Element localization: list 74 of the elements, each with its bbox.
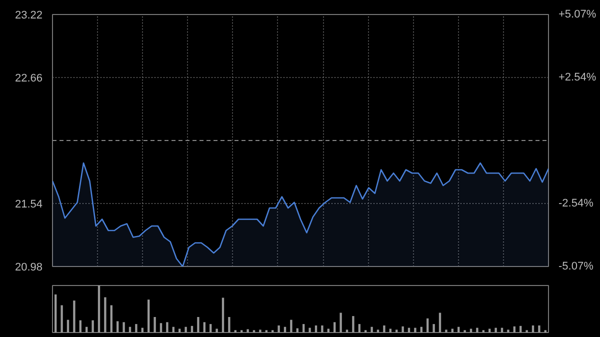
- bar: [86, 326, 88, 332]
- bar: [128, 326, 132, 332]
- bar: [458, 326, 460, 332]
- bar: [54, 294, 57, 332]
- bar: [389, 328, 392, 332]
- y-tick-label: 23.22: [14, 10, 43, 22]
- bar: [488, 328, 491, 332]
- bar: [172, 326, 174, 332]
- bar: [98, 286, 100, 332]
- bar: [327, 328, 330, 332]
- bar: [110, 305, 112, 332]
- y2-tick-label: +2.54%: [558, 71, 596, 84]
- bar: [154, 316, 156, 332]
- y2-tick-label: +5.07%: [558, 8, 596, 20]
- bar: [358, 324, 360, 332]
- bar: [79, 320, 82, 332]
- bar: [426, 318, 429, 332]
- bar: [383, 325, 386, 332]
- bar: [122, 322, 125, 332]
- bar: [290, 320, 292, 332]
- bar: [376, 330, 380, 332]
- bar: [532, 325, 534, 332]
- bar: [414, 328, 416, 332]
- bar: [314, 325, 318, 332]
- bar: [184, 326, 187, 332]
- bar: [334, 322, 336, 332]
- bar: [476, 328, 478, 332]
- bar: [370, 326, 373, 332]
- y-tick-label: 20.98: [14, 262, 43, 274]
- bar: [178, 328, 181, 332]
- bar: [60, 305, 63, 332]
- bar: [228, 316, 230, 332]
- y-tick-label: 21.54: [14, 198, 43, 210]
- bar: [284, 326, 286, 332]
- y-tick-label: 22.66: [14, 72, 43, 84]
- bar: [166, 322, 168, 332]
- bar: [346, 330, 348, 332]
- bar: [538, 325, 540, 332]
- bar: [246, 329, 249, 332]
- bar: [470, 328, 472, 332]
- bar: [402, 326, 404, 332]
- bar: [432, 324, 435, 332]
- y2-tick-label: -5.07%: [558, 260, 594, 272]
- bar: [135, 324, 138, 332]
- bar: [308, 328, 311, 332]
- bar: [210, 324, 212, 332]
- bar: [66, 320, 70, 332]
- bar: [396, 330, 398, 332]
- bar: [513, 326, 516, 332]
- bar: [259, 330, 262, 332]
- bar: [321, 325, 324, 332]
- y2-tick-label: -2.54%: [558, 198, 594, 210]
- bar: [302, 324, 305, 332]
- bar: [216, 328, 218, 332]
- bar: [352, 316, 354, 332]
- bar: [92, 320, 94, 332]
- bar: [190, 326, 194, 332]
- bar: [278, 325, 280, 332]
- bar: [148, 300, 150, 332]
- bar: [494, 328, 497, 332]
- bar: [520, 326, 522, 332]
- bar: [116, 321, 119, 332]
- bar: [197, 316, 200, 332]
- bar: [203, 322, 206, 332]
- bar: [104, 297, 106, 332]
- bar: [222, 298, 224, 332]
- bar: [438, 312, 442, 332]
- bar: [340, 312, 342, 332]
- bar: [420, 326, 422, 332]
- bar: [445, 330, 448, 332]
- bar: [73, 300, 76, 332]
- bar: [451, 328, 454, 332]
- bar: [160, 323, 162, 332]
- bar: [507, 330, 510, 332]
